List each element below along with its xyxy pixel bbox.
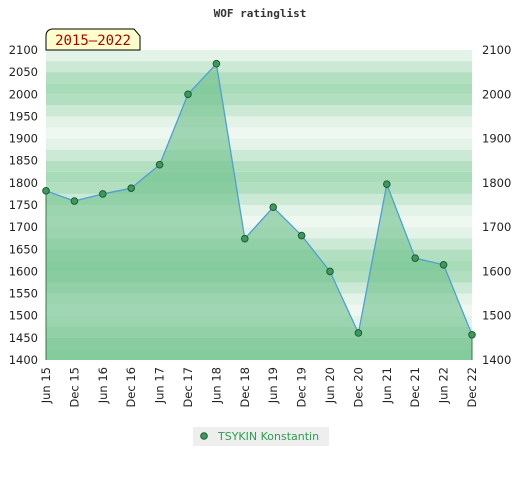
y-tick-label-right: 1700 — [482, 220, 511, 234]
grid-band — [46, 182, 472, 194]
y-tick-label-left: 1900 — [9, 132, 38, 146]
y-tick-label-left: 1550 — [9, 287, 38, 301]
x-tick-label: Dec 19 — [295, 367, 309, 408]
period-badge-box — [45, 28, 141, 51]
x-tick-label: Jun 17 — [153, 367, 167, 404]
grid-band — [46, 116, 472, 128]
y-tick-label-right: 1800 — [482, 176, 511, 190]
series-line — [45, 62, 473, 336]
x-tick-label: Jun 21 — [380, 367, 394, 404]
data-point-dec-15 — [70, 197, 79, 205]
y-tick-label-right: 2000 — [482, 87, 511, 101]
data-point-jun-22 — [439, 260, 448, 269]
x-tick-label: Jun 20 — [323, 367, 337, 404]
x-tick-label: Dec 16 — [124, 367, 138, 408]
y-tick-label-left: 1950 — [9, 109, 38, 123]
period-badge: 2015–2022 — [45, 28, 141, 51]
y-tick-label-left: 1850 — [9, 154, 38, 168]
legend-label: TSYKIN Konstantin — [217, 430, 319, 443]
grid-band — [46, 149, 472, 161]
legend: TSYKIN Konstantin — [193, 427, 329, 446]
x-tick-label: Jun 18 — [209, 367, 223, 404]
x-axis: Jun 15 Dec 15 Jun 16 Dec 16 Jun 17 Dec 17 Jun … — [39, 367, 479, 408]
x-tick-label: Jun 15 — [39, 367, 53, 404]
y-tick-label-left: 1600 — [9, 264, 38, 278]
data-point-jun-20 — [326, 267, 334, 276]
data-point-jun-15 — [42, 187, 50, 195]
rating-area — [45, 62, 473, 360]
legend-box — [193, 427, 329, 446]
grid-band — [46, 127, 472, 139]
data-point-dec-16 — [127, 184, 135, 192]
grid-band — [46, 138, 472, 150]
grid-band — [46, 205, 472, 217]
data-point-jun-18 — [212, 59, 221, 68]
y-tick-label-left: 1650 — [9, 242, 38, 256]
data-point-dec-22 — [468, 330, 476, 339]
y-tick-label-right: 1900 — [482, 132, 511, 146]
x-tick-label: Jun 22 — [437, 367, 451, 404]
data-point-dec-19 — [297, 231, 306, 240]
grid-band — [46, 61, 472, 73]
data-points — [42, 59, 476, 339]
data-point-jun-17 — [155, 160, 164, 169]
data-point-jun-16 — [99, 190, 107, 198]
x-tick-label: Dec 21 — [408, 367, 422, 408]
period-badge-label: 2015–2022 — [55, 33, 131, 49]
series-area-fill — [46, 63, 472, 360]
grid-band — [46, 193, 472, 205]
data-point-dec-21 — [411, 254, 420, 262]
y-tick-label-left: 1700 — [9, 220, 38, 234]
x-tick-label: Jun 19 — [266, 367, 280, 404]
data-point-jun-19 — [269, 203, 278, 212]
data-point-dec-17 — [184, 90, 192, 99]
grid-band — [46, 94, 472, 106]
data-point-jun-21 — [383, 180, 391, 188]
y-axis-right: 1400 1500 1600 1700 1800 1900 2000 2100 — [482, 43, 511, 367]
grid-band — [46, 160, 472, 172]
grid-band — [46, 216, 472, 228]
y-tick-label-left: 1400 — [9, 353, 38, 367]
chart-title: WOF ratinglist — [214, 7, 307, 20]
y-tick-label-right: 1600 — [482, 264, 511, 278]
grid-band — [46, 105, 472, 117]
x-tick-label: Dec 15 — [67, 367, 81, 408]
grid-band — [46, 83, 472, 95]
data-point-dec-20 — [354, 329, 363, 337]
grid-band — [46, 72, 472, 84]
y-tick-label-left: 1450 — [9, 331, 38, 345]
y-tick-label-left: 2000 — [9, 87, 38, 101]
x-tick-label: Dec 17 — [181, 367, 195, 408]
x-tick-label: Jun 16 — [96, 367, 110, 404]
grid-band — [46, 50, 472, 62]
x-tick-label: Dec 22 — [465, 367, 479, 408]
x-tick-label: Dec 18 — [238, 367, 252, 408]
y-tick-label-left: 2050 — [9, 65, 38, 79]
y-axis-left: 1400 1450 1500 1550 1600 1650 1700 1750 1800 1850… — [9, 43, 38, 367]
y-tick-label-right: 2100 — [482, 43, 511, 57]
x-tick-label: Dec 20 — [351, 367, 365, 408]
y-tick-label-right: 1400 — [482, 353, 511, 367]
data-point-dec-18 — [241, 234, 249, 243]
grid-band — [46, 171, 472, 183]
y-tick-label-left: 2100 — [9, 43, 38, 57]
legend-marker — [200, 432, 208, 440]
y-tick-label-left: 1750 — [9, 198, 38, 212]
y-tick-label-left: 1500 — [9, 309, 38, 323]
y-tick-label-left: 1800 — [9, 176, 38, 190]
y-tick-label-right: 1500 — [482, 309, 511, 323]
